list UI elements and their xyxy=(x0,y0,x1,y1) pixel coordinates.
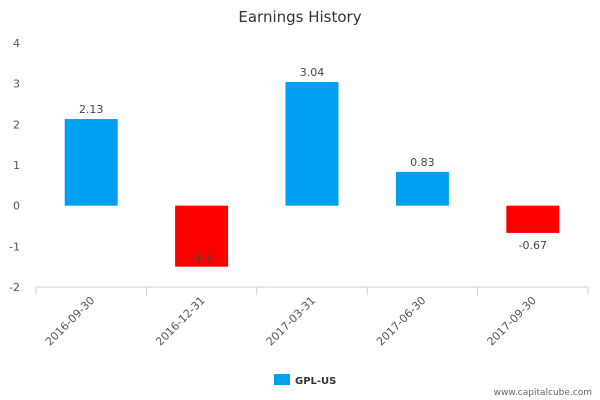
bar-2017-09-30[interactable] xyxy=(506,205,560,233)
x-axis: 2016-09-30 2016-12-31 2017-03-31 2017-06-30… xyxy=(35,286,589,348)
x-tick-label: 2017-06-30 xyxy=(374,294,428,348)
bar-2016-09-30[interactable] xyxy=(64,119,118,206)
legend-label-gpl-us[interactable]: GPL-US xyxy=(295,376,336,387)
y-tick-label: 2 xyxy=(13,118,20,131)
legend[interactable]: GPL-US xyxy=(274,374,336,387)
data-labels-group: 2.13 -1.5 3.04 0.83 -0.67 xyxy=(79,66,547,265)
bar-2017-06-30[interactable] xyxy=(395,171,449,206)
x-tick-label: 2017-09-30 xyxy=(485,294,539,348)
data-label: -0.67 xyxy=(519,239,547,252)
data-label: 0.83 xyxy=(410,156,435,169)
data-label: -1.5 xyxy=(191,252,212,265)
legend-swatch-gpl-us[interactable] xyxy=(274,374,290,385)
chart-title: Earnings History xyxy=(238,8,361,26)
y-tick-label: 4 xyxy=(13,37,20,50)
y-tick-label: -2 xyxy=(9,281,20,294)
x-tick-label: 2016-09-30 xyxy=(43,294,97,348)
x-tick-label: 2016-12-31 xyxy=(153,294,207,348)
data-label: 2.13 xyxy=(79,103,104,116)
data-label: 3.04 xyxy=(300,66,325,79)
bar-2016-12-31[interactable] xyxy=(175,205,229,267)
watermark: www.capitalcube.com xyxy=(494,388,592,398)
y-tick-label: 1 xyxy=(13,159,20,172)
bar-2017-03-31[interactable] xyxy=(285,82,339,206)
y-tick-label: -1 xyxy=(9,240,20,253)
bars-group xyxy=(64,82,560,267)
x-tick-label: 2017-03-31 xyxy=(264,294,318,348)
y-tick-label: 3 xyxy=(13,78,20,91)
y-axis: -2 -1 0 1 2 3 4 xyxy=(9,37,20,294)
y-tick-label: 0 xyxy=(13,200,20,213)
